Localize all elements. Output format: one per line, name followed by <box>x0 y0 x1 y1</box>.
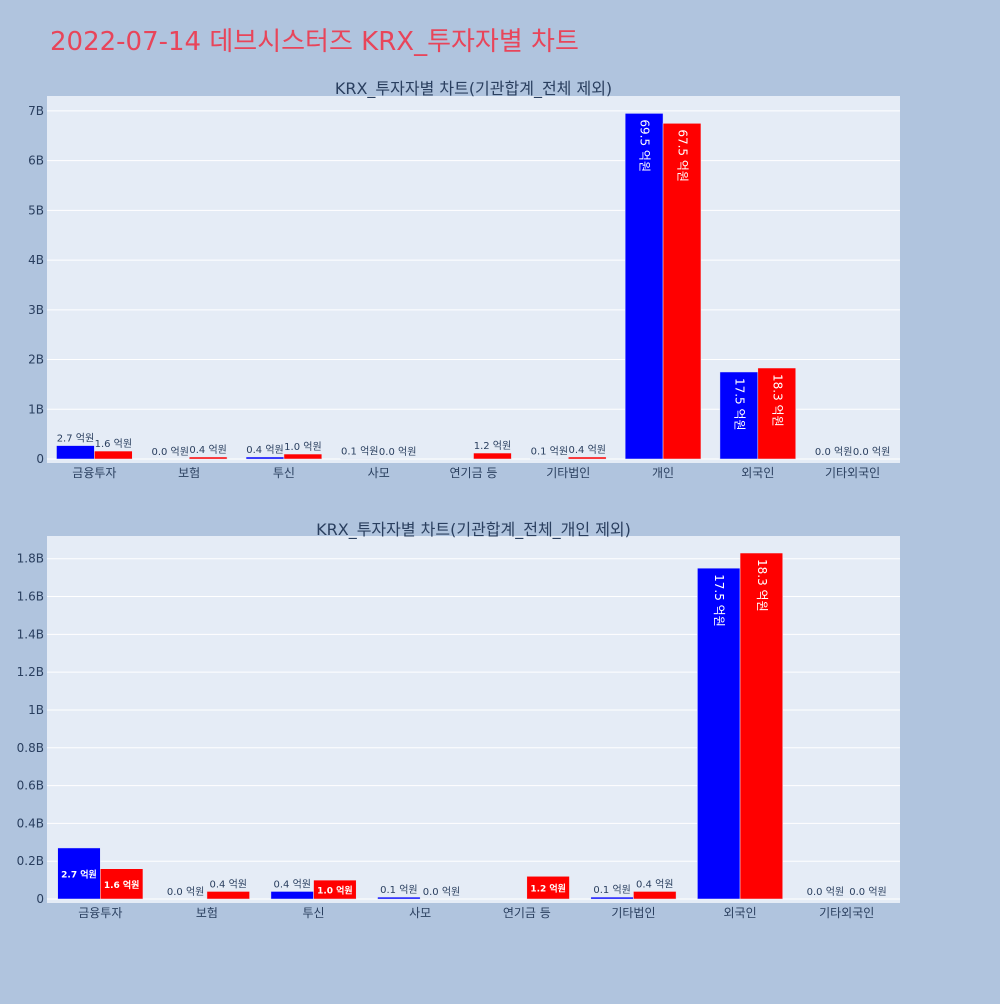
bar <box>591 897 634 899</box>
data-label: 1.0 억원 <box>284 441 321 453</box>
data-label: 0.4 억원 <box>189 444 226 456</box>
y-tick-label: 1.2B <box>17 665 44 679</box>
data-label: 1.0 억원 <box>317 885 353 897</box>
data-label: 17.5 억원 <box>712 574 726 627</box>
data-label: 69.5 억원 <box>638 119 652 172</box>
y-tick-label: 1.4B <box>17 627 44 641</box>
y-tick-label: 0.4B <box>17 816 44 830</box>
chart-2: 0 0.2B 0.4B 0.6B 0.8B 1B 1.2B 1.4B 1.6B 1.8B KRX_투… <box>17 520 900 920</box>
x-tick-label: 연기금 등 <box>450 466 498 480</box>
y-tick-label: 1B <box>28 703 44 717</box>
x-tick-label: 기타외국인 <box>819 906 874 920</box>
bar <box>568 457 606 459</box>
y-tick-label: 5B <box>28 203 44 217</box>
data-label: 2.7 억원 <box>61 868 97 880</box>
chart-1: 0 1B 2B 3B 4B 5B 6B 7B KRX_투자자별 차트(기관합계_전체 제외) 금융… <box>28 79 900 480</box>
chart-title: KRX_투자자별 차트(기관합계_전체 제외) <box>335 79 612 99</box>
y-tick-label: 1.8B <box>17 552 44 566</box>
bar <box>271 891 314 899</box>
x-tick-label: 사모 <box>409 906 431 920</box>
y-tick-label: 4B <box>28 253 44 267</box>
data-label: 0.1 억원 <box>593 884 630 896</box>
bar <box>94 451 132 459</box>
y-tick-label: 2B <box>28 353 44 367</box>
data-label: 0.1 억원 <box>531 446 568 458</box>
data-label: 18.3 억원 <box>770 374 784 427</box>
y-tick-label: 1.6B <box>17 590 44 604</box>
x-tick-label: 개인 <box>652 466 674 480</box>
x-tick-label: 기타외국인 <box>825 466 880 480</box>
bar <box>378 897 421 899</box>
data-label: 0.4 억원 <box>636 878 673 890</box>
x-tick-label: 외국인 <box>741 466 774 480</box>
data-label: 0.4 억원 <box>568 444 605 456</box>
page-title: 2022-07-14 데브시스터즈 KRX_투자자별 차트 <box>50 27 579 57</box>
y-tick-label: 1B <box>28 402 44 416</box>
data-label: 0.0 억원 <box>807 886 844 898</box>
x-tick-label: 보험 <box>178 466 200 480</box>
data-label: 67.5 억원 <box>676 129 690 182</box>
x-tick-label: 외국인 <box>724 906 757 920</box>
bar <box>207 891 250 899</box>
y-tick-label: 0.8B <box>17 741 44 755</box>
data-label: 0.4 억원 <box>246 444 283 456</box>
x-tick-label: 기타법인 <box>611 906 655 920</box>
data-label: 0.0 억원 <box>151 446 188 458</box>
data-label: 0.1 억원 <box>380 884 417 896</box>
bar <box>246 457 284 459</box>
y-tick-label: 6B <box>28 154 44 168</box>
data-label: 18.3 억원 <box>755 559 769 612</box>
data-label: 0.0 억원 <box>849 886 886 898</box>
data-label: 1.2 억원 <box>474 440 511 452</box>
data-label: 0.1 억원 <box>341 446 378 458</box>
y-tick-label: 7B <box>28 104 44 118</box>
y-tick-label: 3B <box>28 303 44 317</box>
data-label: 0.0 억원 <box>167 886 204 898</box>
data-label: 0.4 억원 <box>210 878 247 890</box>
data-label: 0.0 억원 <box>853 446 890 458</box>
x-tick-label: 보험 <box>196 906 218 920</box>
x-tick-label: 연기금 등 <box>503 906 551 920</box>
bar <box>474 453 512 459</box>
x-tick-label: 금융투자 <box>78 906 122 920</box>
data-label: 17.5 억원 <box>732 378 746 431</box>
x-tick-label: 사모 <box>368 466 390 480</box>
x-tick-label: 투신 <box>273 466 295 480</box>
data-label: 1.6 억원 <box>95 438 132 450</box>
x-tick-label: 금융투자 <box>72 466 116 480</box>
data-label: 1.6 억원 <box>104 879 140 891</box>
data-label: 0.0 억원 <box>379 446 416 458</box>
bar <box>56 446 94 459</box>
data-label: 1.2 억원 <box>530 883 566 895</box>
x-tick-label: 투신 <box>303 906 325 920</box>
bar <box>633 891 676 899</box>
bar <box>284 454 322 459</box>
y-tick-label: 0 <box>36 892 44 906</box>
y-tick-label: 0.2B <box>17 854 44 868</box>
data-label: 0.4 억원 <box>273 878 310 890</box>
chart-title: KRX_투자자별 차트(기관합계_전체_개인 제외) <box>316 520 631 540</box>
data-label: 2.7 억원 <box>57 433 94 445</box>
data-label: 0.0 억원 <box>423 886 460 898</box>
x-tick-label: 기타법인 <box>546 466 590 480</box>
bar <box>189 457 227 459</box>
data-label: 0.0 억원 <box>815 446 852 458</box>
y-tick-label: 0 <box>36 452 44 466</box>
y-tick-label: 0.6B <box>17 779 44 793</box>
